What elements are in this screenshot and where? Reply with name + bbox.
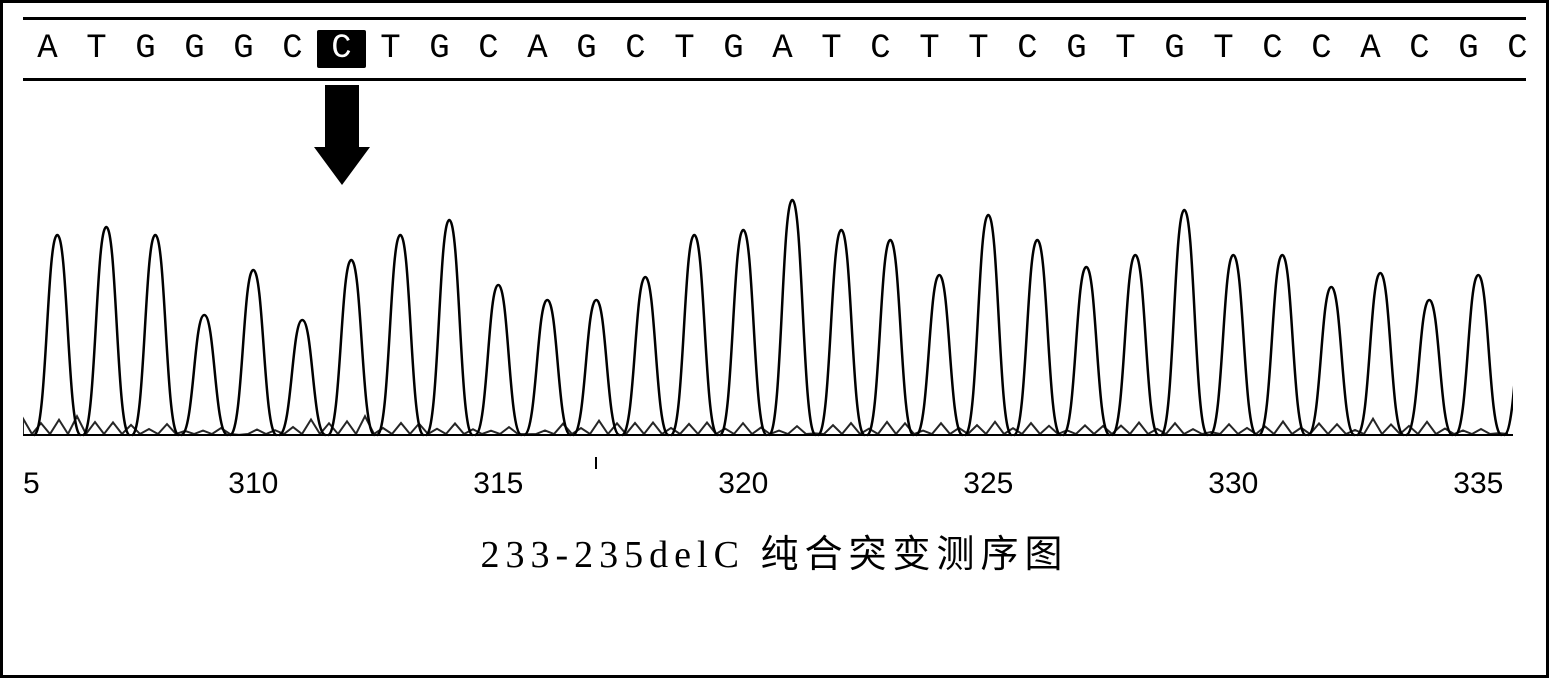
base-6: C	[317, 30, 366, 68]
base-14: G	[709, 30, 758, 68]
base-20: C	[1003, 30, 1052, 68]
base-24: T	[1199, 30, 1248, 68]
base-10: A	[513, 30, 562, 68]
base-1: T	[72, 30, 121, 68]
base-3: G	[170, 30, 219, 68]
base-30: C	[1493, 30, 1542, 68]
base-21: G	[1052, 30, 1101, 68]
chromatogram-panel: ATGGGCCTGCAGCTGATCTTCGTGTCCACGC 5 310315…	[0, 0, 1549, 678]
base-23: G	[1150, 30, 1199, 68]
base-18: T	[905, 30, 954, 68]
base-2: G	[121, 30, 170, 68]
axis-tick-315: 315	[473, 467, 523, 501]
seq-rule-top	[23, 17, 1526, 20]
base-15: A	[758, 30, 807, 68]
chromatogram	[23, 181, 1526, 461]
figure-caption: 233-235delC 纯合突变测序图	[23, 523, 1526, 578]
base-0: A	[23, 30, 72, 68]
base-13: T	[660, 30, 709, 68]
base-16: T	[807, 30, 856, 68]
axis-tick-320: 320	[718, 467, 768, 501]
base-11: G	[562, 30, 611, 68]
base-19: T	[954, 30, 1003, 68]
base-8: G	[415, 30, 464, 68]
sequence-row: ATGGGCCTGCAGCTGATCTTCGTGTCCACGC	[23, 30, 1526, 68]
chromatogram-svg	[23, 181, 1513, 441]
base-12: C	[611, 30, 660, 68]
base-5: C	[268, 30, 317, 68]
base-29: G	[1444, 30, 1493, 68]
base-26: C	[1297, 30, 1346, 68]
base-7: T	[366, 30, 415, 68]
axis-tick-310: 310	[228, 467, 278, 501]
axis-tick-325: 325	[963, 467, 1013, 501]
mutation-arrow-icon	[314, 85, 370, 185]
axis-tick-335: 335	[1453, 467, 1503, 501]
base-4: G	[219, 30, 268, 68]
base-22: T	[1101, 30, 1150, 68]
axis-left-partial: 5	[23, 467, 40, 501]
base-9: C	[464, 30, 513, 68]
base-25: C	[1248, 30, 1297, 68]
axis-tick-330: 330	[1208, 467, 1258, 501]
axis-minor-tick	[595, 457, 597, 469]
base-17: C	[856, 30, 905, 68]
base-27: A	[1346, 30, 1395, 68]
base-28: C	[1395, 30, 1444, 68]
x-axis: 5 310 315 320 325 330 335	[23, 467, 1526, 517]
